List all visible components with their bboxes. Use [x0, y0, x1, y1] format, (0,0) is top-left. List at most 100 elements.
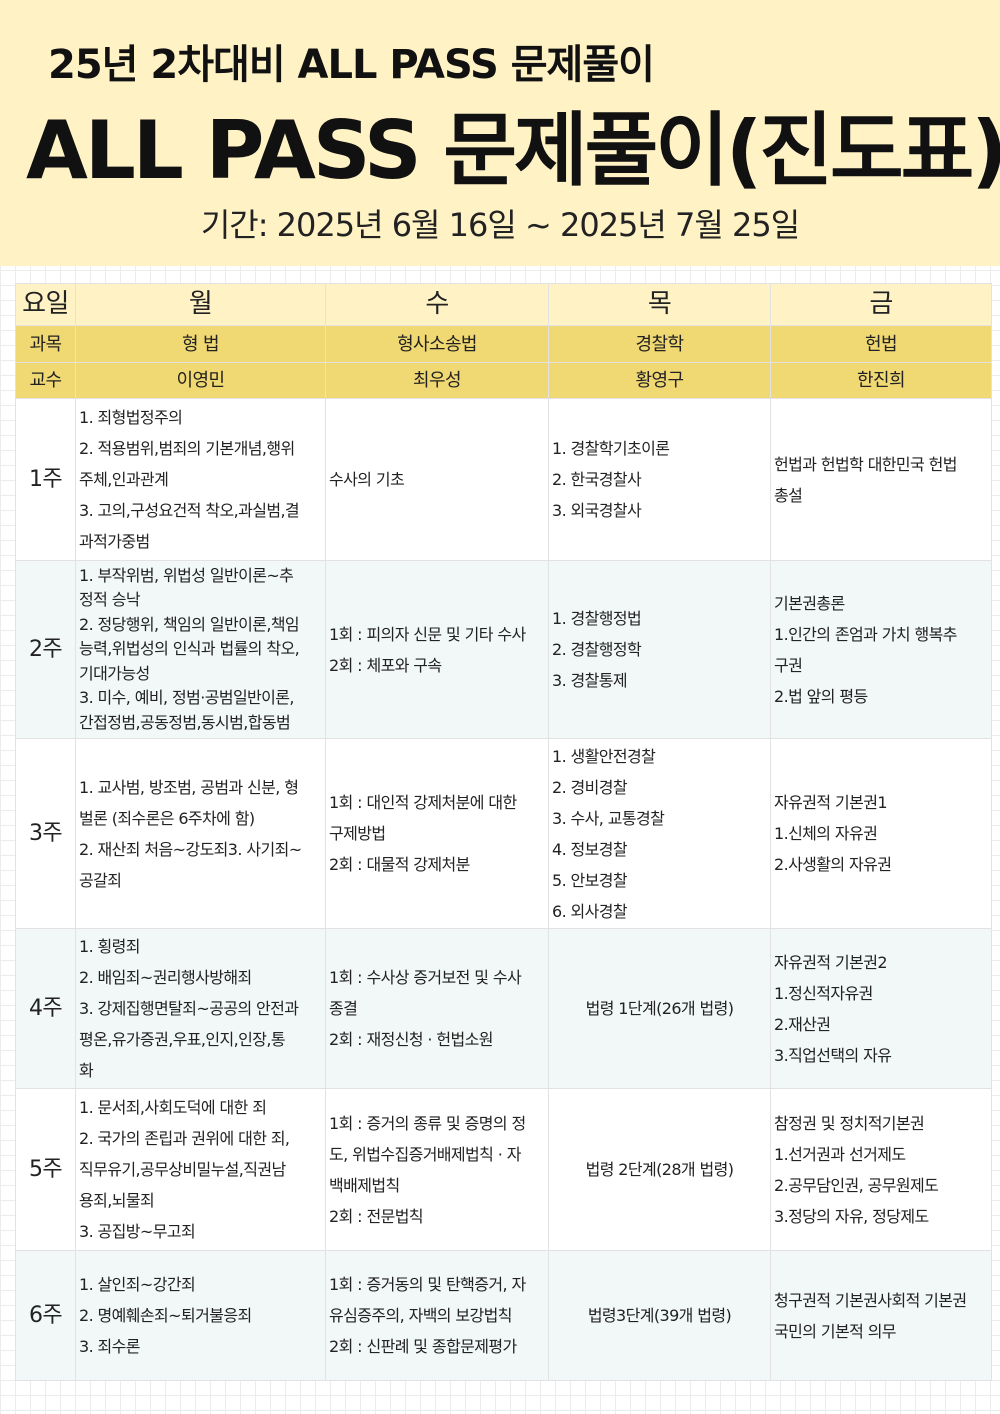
cell-line: 1. 경찰행정법 — [552, 609, 642, 628]
schedule-cell: 1회 : 피의자 신문 및 기타 수사 2회 : 체포와 구속 — [325, 560, 549, 739]
cell-line: 2회 : 재정신청 · 헌법소원 — [329, 1030, 493, 1049]
cell-line: 1회 : 피의자 신문 및 기타 수사 — [329, 624, 526, 644]
cell-line: 1회 : 증거동의 및 탄핵증거, 자 — [329, 1275, 526, 1294]
cell-line: 3. 고의,구성요건적 착오,과실범,결 — [79, 501, 300, 520]
cell-line: 1.선거권과 선거제도 — [774, 1144, 906, 1164]
cell-line: 백배제법칙 — [329, 1175, 400, 1195]
schedule-cell: 참정권 및 정치적기본권 1.선거권과 선거제도 2.공무담인권, 공무원제도 3.정… — [770, 1088, 992, 1251]
cell-line: 2.법 앞의 평등 — [774, 686, 868, 706]
week-label: 6주 — [15, 1250, 76, 1381]
subtitle: 25년 2차대비 ALL PASS 문제풀이 — [48, 42, 655, 88]
schedule-cell: 자유권적 기본권1 1.신체의 자유권 2.사생활의 자유권 — [770, 738, 992, 929]
header-banner: 25년 2차대비 ALL PASS 문제풀이 ALL PASS 문제풀이(진도표… — [0, 0, 1000, 266]
cell-line: 1. 횡령죄 — [79, 937, 141, 956]
cell-line: 1.정신적자유권 — [774, 983, 873, 1003]
cell-line: 1. 문서죄,사회도덕에 대한 죄 — [79, 1098, 267, 1117]
day-thu: 목 — [548, 283, 771, 326]
cell-line: 1. 생활안전경찰 — [552, 746, 656, 766]
cell-line: 1. 죄형법정주의 — [79, 408, 183, 427]
cell-line: 2. 경비경찰 — [552, 777, 628, 797]
cell-line: 종결 — [329, 999, 358, 1018]
cell-line: 1.인간의 존엄과 가치 행복추 — [774, 624, 957, 644]
professor: 한진희 — [770, 362, 992, 399]
cell-line: 간접정범,공동정범,동시범,합동범 — [79, 712, 291, 732]
week-row: 3주 1. 교사범, 방조범, 공범과 신분, 형 벌론 (죄수론은 6주차에 함)… — [15, 738, 992, 929]
cell-line: 정적 승낙 — [79, 590, 141, 610]
week-label: 1주 — [15, 398, 76, 561]
cell-line: 3. 외국경찰사 — [552, 501, 642, 520]
cell-line: 법령 2단계(28개 법령) — [585, 1160, 734, 1179]
cell-line: 2. 국가의 존립과 권위에 대한 죄, — [79, 1129, 290, 1148]
cell-line: 1. 부작위범, 위법성 일반이론~추 — [79, 565, 294, 585]
cell-line: 자유권적 기본권2 — [774, 952, 888, 972]
cell-line: 참정권 및 정치적기본권 — [774, 1113, 925, 1133]
cell-line: 헌법과 헌법학 대한민국 헌법 — [774, 454, 958, 474]
cell-line: 1회 : 증거의 종류 및 증명의 정 — [329, 1113, 526, 1133]
schedule-cell: 1회 : 대인적 강제처분에 대한 구제방법 2회 : 대물적 강제처분 — [325, 738, 549, 929]
cell-line: 용죄,뇌물죄 — [79, 1191, 155, 1210]
cell-line: 1회 : 대인적 강제처분에 대한 — [329, 793, 517, 812]
schedule-cell: 수사의 기초 — [325, 398, 549, 561]
schedule-cell: 1. 횡령죄 2. 배임죄~권리행사방해죄 3. 강제집행면탈죄~공공의 안전과 평온… — [75, 928, 326, 1089]
schedule-cell: 1. 경찰행정법 2. 경찰행정학 3. 경찰통제 — [548, 560, 771, 739]
day-mon: 월 — [75, 283, 326, 326]
cell-line: 직무유기,공무상비밀누설,직권남 — [79, 1160, 286, 1179]
day-label: 요일 — [15, 283, 76, 326]
subject-row: 과목 형 법 형사소송법 경찰학 헌법 — [15, 325, 992, 363]
day-row: 요일 월 수 목 금 — [15, 283, 992, 326]
professor-label: 교수 — [15, 362, 76, 399]
subject: 형사소송법 — [325, 325, 549, 363]
week-row: 6주 1. 살인죄~강간죄 2. 명예훼손죄~퇴거불응죄 3. 죄수론 1회 : 증거동… — [15, 1250, 992, 1381]
cell-line: 1.신체의 자유권 — [774, 824, 878, 843]
cell-line: 기대가능성 — [79, 663, 150, 683]
schedule-cell: 법령 2단계(28개 법령) — [548, 1088, 771, 1251]
cell-line: 벌론 (죄수론은 6주차에 함) — [79, 808, 255, 828]
cell-line: 자유권적 기본권1 — [774, 793, 888, 812]
schedule-table: 요일 월 수 목 금 과목 형 법 형사소송법 경찰학 헌법 교수 이영민 최우… — [15, 283, 992, 1381]
cell-line: 2. 재산죄 처음~강도죄3. 사기죄~ — [79, 839, 302, 859]
cell-line: 3. 강제집행면탈죄~공공의 안전과 — [79, 999, 299, 1018]
cell-line: 3. 죄수론 — [79, 1337, 141, 1356]
cell-line: 2. 정당행위, 책임의 일반이론,책임 — [79, 614, 300, 634]
cell-line: 2회 : 신판례 및 종합문제평가 — [329, 1337, 517, 1356]
schedule-cell: 1. 생활안전경찰 2. 경비경찰 3. 수사, 교통경찰 4. 정보경찰 5. 안보경… — [548, 738, 771, 929]
cell-line: 화 — [79, 1061, 94, 1080]
cell-line: 2.사생활의 자유권 — [774, 855, 892, 874]
cell-line: 2.공무담인권, 공무원제도 — [774, 1175, 939, 1195]
cell-line: 법령 1단계(26개 법령) — [585, 999, 734, 1018]
week-label: 4주 — [15, 928, 76, 1089]
cell-line: 구제방법 — [329, 824, 386, 843]
schedule-cell: 1. 문서죄,사회도덕에 대한 죄 2. 국가의 존립과 권위에 대한 죄, 직무유… — [75, 1088, 326, 1251]
cell-line: 1. 경찰학기초이론 — [552, 439, 670, 458]
day-wed: 수 — [325, 283, 549, 326]
cell-line: 총설 — [774, 485, 803, 505]
cell-line: 능력,위법성의 인식과 법률의 착오, — [79, 639, 300, 659]
cell-line: 법령3단계(39개 법령) — [587, 1306, 732, 1325]
cell-line: 3. 공집방~무고죄 — [79, 1222, 196, 1241]
cell-line: 2. 한국경찰사 — [552, 470, 642, 489]
professor: 황영구 — [548, 362, 771, 399]
cell-line: 3. 경찰통제 — [552, 671, 628, 690]
cell-line: 수사의 기초 — [329, 470, 405, 489]
schedule-cell: 1. 경찰학기초이론 2. 한국경찰사 3. 외국경찰사 — [548, 398, 771, 561]
schedule-cell: 1. 교사범, 방조범, 공범과 신분, 형 벌론 (죄수론은 6주차에 함) 2.… — [75, 738, 326, 929]
week-label: 5주 — [15, 1088, 76, 1251]
page-title: ALL PASS 문제풀이(진도표) — [26, 104, 1000, 197]
week-label: 3주 — [15, 738, 76, 929]
cell-line: 주체,인과관계 — [79, 470, 169, 489]
subject-label: 과목 — [15, 325, 76, 363]
cell-line: 기본권총론 — [774, 593, 845, 613]
cell-line: 3. 수사, 교통경찰 — [552, 808, 665, 828]
schedule-cell: 1회 : 수사상 증거보전 및 수사 종결 2회 : 재정신청 · 헌법소원 — [325, 928, 549, 1089]
cell-line: 과적가중범 — [79, 532, 150, 551]
week-label: 2주 — [15, 560, 76, 739]
cell-line: 2. 적용범위,범죄의 기본개념,행위 — [79, 439, 295, 458]
schedule-cell: 법령 1단계(26개 법령) — [548, 928, 771, 1089]
professor: 이영민 — [75, 362, 326, 399]
cell-line: 유심증주의, 자백의 보강법칙 — [329, 1306, 513, 1325]
cell-line: 3. 미수, 예비, 정범·공범일반이론, — [79, 688, 295, 708]
